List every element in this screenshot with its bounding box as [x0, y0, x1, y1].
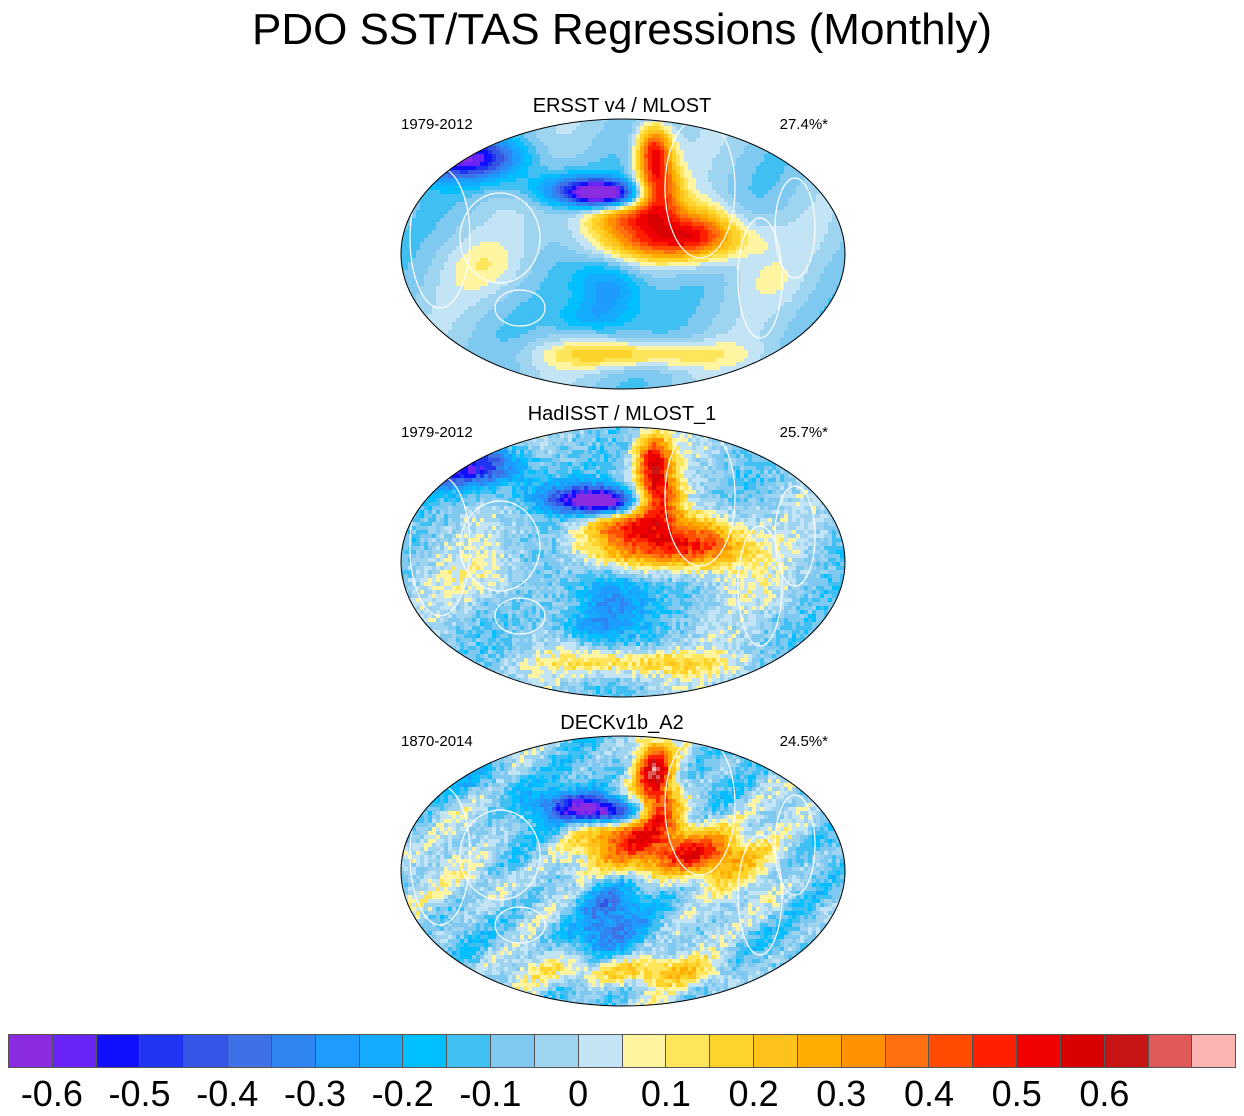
colorbar-label: -0.4	[196, 1074, 258, 1114]
colorbar-swatch	[315, 1035, 360, 1067]
panel-period: 1979-2012	[401, 424, 473, 441]
coastline	[494, 597, 546, 635]
colorbar-label: -0.3	[284, 1074, 346, 1114]
colorbar-swatch	[228, 1035, 272, 1067]
coastline	[494, 289, 546, 327]
colorbar-swatch	[1148, 1035, 1193, 1067]
panel-title: HadISST / MLOST_1	[380, 402, 864, 426]
map-border	[400, 426, 846, 698]
colorbar-swatch	[754, 1035, 798, 1067]
colorbar-swatch	[52, 1035, 97, 1067]
colorbar	[8, 1034, 1236, 1068]
colorbar-label: 0.6	[1079, 1074, 1129, 1114]
colorbar-swatch	[9, 1035, 53, 1067]
regression-field	[401, 736, 845, 1006]
colorbar-swatch	[403, 1035, 448, 1067]
coastline	[664, 119, 736, 259]
colorbar-swatch	[271, 1035, 316, 1067]
colorbar-swatch	[491, 1035, 535, 1067]
map-hadisst	[400, 426, 846, 698]
colorbar-label: 0.3	[816, 1074, 866, 1114]
map-deck	[400, 735, 846, 1007]
colorbar-swatch	[359, 1035, 404, 1067]
panel-hadisst: HadISST / MLOST_1 1979-2012 25.7%*	[380, 402, 864, 702]
colorbar-swatch	[710, 1035, 755, 1067]
panel-ersst: ERSST v4 / MLOST 1979-2012 27.4%*	[380, 94, 864, 394]
coastline	[774, 794, 816, 896]
colorbar-swatch	[1104, 1035, 1149, 1067]
coastline	[459, 192, 541, 284]
panel-variance: 24.5%*	[780, 733, 828, 750]
panel-variance: 27.4%*	[780, 116, 828, 133]
panel-deck: DECKv1b_A2 1870-2014 24.5%*	[380, 711, 864, 1011]
map-ersst	[400, 118, 846, 390]
colorbar-label: -0.6	[21, 1074, 83, 1114]
panel-period: 1979-2012	[401, 116, 473, 133]
colorbar-label: -0.5	[109, 1074, 171, 1114]
colorbar-swatch	[885, 1035, 930, 1067]
colorbar-swatch	[96, 1035, 141, 1067]
coastline	[774, 485, 816, 587]
colorbar-label: -0.1	[459, 1074, 521, 1114]
coastline	[459, 500, 541, 592]
panel-title: ERSST v4 / MLOST	[380, 94, 864, 118]
colorbar-swatch	[184, 1035, 229, 1067]
colorbar-swatch	[1060, 1035, 1105, 1067]
colorbar-swatch	[973, 1035, 1018, 1067]
colorbar-swatch	[1192, 1035, 1236, 1067]
colorbar-swatch	[929, 1035, 974, 1067]
coastline	[459, 809, 541, 901]
colorbar-swatch	[140, 1035, 185, 1067]
colorbar-swatch	[666, 1035, 711, 1067]
coastline	[774, 177, 816, 279]
coastline	[737, 525, 783, 647]
map-border	[400, 118, 846, 390]
colorbar-label: 0.5	[992, 1074, 1042, 1114]
colorbar-label: 0.2	[729, 1074, 779, 1114]
colorbar-label: 0.4	[904, 1074, 954, 1114]
panel-title: DECKv1b_A2	[380, 711, 864, 735]
regression-field	[401, 427, 845, 697]
colorbar-label: 0	[568, 1074, 588, 1114]
colorbar-label: -0.2	[372, 1074, 434, 1114]
coastline	[737, 834, 783, 956]
coastline	[664, 427, 736, 567]
coastline	[737, 217, 783, 339]
panel-variance: 25.7%*	[780, 424, 828, 441]
figure-title: PDO SST/TAS Regressions (Monthly)	[0, 4, 1244, 56]
panel-period: 1870-2014	[401, 733, 473, 750]
colorbar-swatch	[841, 1035, 886, 1067]
colorbar-swatch	[534, 1035, 579, 1067]
colorbar-swatch	[447, 1035, 492, 1067]
colorbar-swatch	[622, 1035, 667, 1067]
colorbar-swatch	[1017, 1035, 1061, 1067]
colorbar-swatch	[578, 1035, 623, 1067]
coastline	[664, 736, 736, 876]
colorbar-label: 0.1	[641, 1074, 691, 1114]
colorbar-swatch	[797, 1035, 842, 1067]
map-border	[400, 735, 846, 1007]
regression-field	[401, 119, 845, 389]
coastline	[494, 906, 546, 944]
